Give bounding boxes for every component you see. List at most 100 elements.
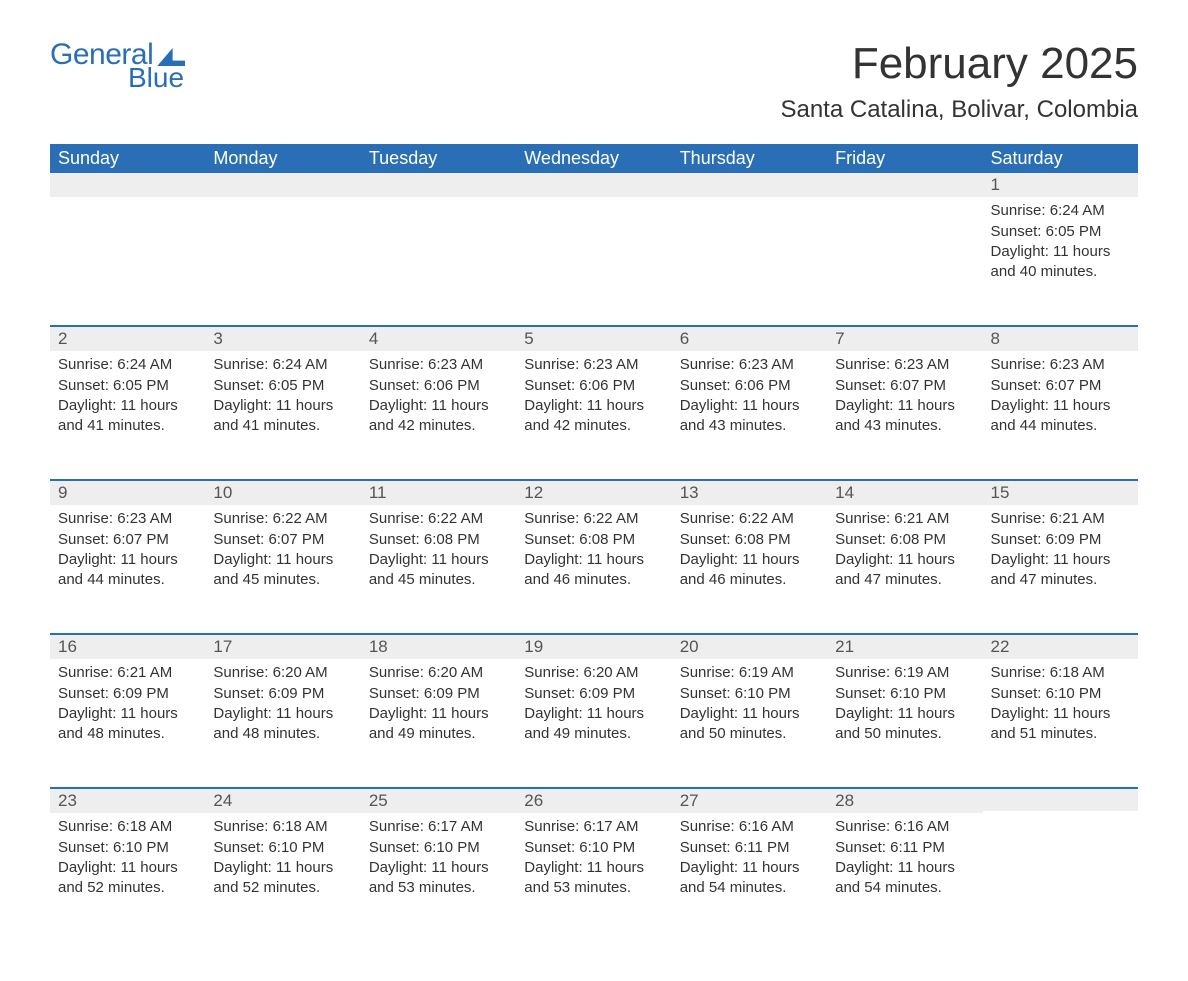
page-title: February 2025 <box>780 40 1138 88</box>
calendar-cell-empty <box>827 173 982 197</box>
day-info: Sunrise: 6:22 AMSunset: 6:07 PMDaylight:… <box>205 505 360 606</box>
day-info: Sunrise: 6:23 AMSunset: 6:06 PMDaylight:… <box>516 351 671 452</box>
day-info: Sunrise: 6:24 AMSunset: 6:05 PMDaylight:… <box>983 197 1138 298</box>
sunrise-text: Sunrise: 6:18 AM <box>991 663 1130 683</box>
calendar-cell-num: 5 <box>516 325 671 351</box>
calendar-cell-num: 21 <box>827 633 982 659</box>
calendar-cell-num: 10 <box>205 479 360 505</box>
sunrise-text: Sunrise: 6:17 AM <box>369 817 508 837</box>
calendar-cell-empty <box>516 197 671 325</box>
daylight-text: Daylight: 11 hours and 54 minutes. <box>835 858 974 899</box>
daylight-text: Daylight: 11 hours and 49 minutes. <box>524 704 663 745</box>
empty-day-strip <box>205 173 360 197</box>
sunrise-text: Sunrise: 6:22 AM <box>680 509 819 529</box>
calendar-cell-empty <box>827 197 982 325</box>
logo-flag-icon <box>157 48 185 66</box>
calendar-cell-empty <box>50 173 205 197</box>
day-info: Sunrise: 6:18 AMSunset: 6:10 PMDaylight:… <box>983 659 1138 760</box>
calendar-cell-empty <box>983 787 1138 813</box>
sunset-text: Sunset: 6:07 PM <box>213 530 352 550</box>
sunset-text: Sunset: 6:10 PM <box>835 684 974 704</box>
header: General Blue February 2025 Santa Catalin… <box>50 40 1138 124</box>
day-info: Sunrise: 6:20 AMSunset: 6:09 PMDaylight:… <box>516 659 671 760</box>
daylight-text: Daylight: 11 hours and 41 minutes. <box>58 396 197 437</box>
calendar-cell-body: Sunrise: 6:22 AMSunset: 6:08 PMDaylight:… <box>516 505 671 633</box>
day-number: 11 <box>361 479 516 505</box>
daylight-text: Daylight: 11 hours and 52 minutes. <box>58 858 197 899</box>
day-info: Sunrise: 6:24 AMSunset: 6:05 PMDaylight:… <box>50 351 205 452</box>
sunset-text: Sunset: 6:08 PM <box>835 530 974 550</box>
calendar-cell-num: 6 <box>672 325 827 351</box>
calendar-cell-empty <box>50 197 205 325</box>
calendar-cell-body: Sunrise: 6:23 AMSunset: 6:06 PMDaylight:… <box>361 351 516 479</box>
sunrise-text: Sunrise: 6:20 AM <box>369 663 508 683</box>
day-number: 26 <box>516 787 671 813</box>
day-number: 10 <box>205 479 360 505</box>
calendar-cell-body: Sunrise: 6:18 AMSunset: 6:10 PMDaylight:… <box>50 813 205 941</box>
day-number: 20 <box>672 633 827 659</box>
day-number: 3 <box>205 325 360 351</box>
sunset-text: Sunset: 6:05 PM <box>213 376 352 396</box>
day-number: 16 <box>50 633 205 659</box>
calendar-cell-empty <box>361 173 516 197</box>
day-info: Sunrise: 6:23 AMSunset: 6:06 PMDaylight:… <box>361 351 516 452</box>
sunset-text: Sunset: 6:11 PM <box>835 838 974 858</box>
calendar-cell-num: 8 <box>983 325 1138 351</box>
calendar-cell-body: Sunrise: 6:23 AMSunset: 6:06 PMDaylight:… <box>672 351 827 479</box>
day-info: Sunrise: 6:23 AMSunset: 6:07 PMDaylight:… <box>50 505 205 606</box>
calendar-cell-num: 17 <box>205 633 360 659</box>
sunrise-text: Sunrise: 6:24 AM <box>213 355 352 375</box>
sunrise-text: Sunrise: 6:18 AM <box>58 817 197 837</box>
day-info: Sunrise: 6:23 AMSunset: 6:06 PMDaylight:… <box>672 351 827 452</box>
weekday-header: Sunday <box>50 144 205 173</box>
empty-day-strip <box>672 173 827 197</box>
day-info: Sunrise: 6:18 AMSunset: 6:10 PMDaylight:… <box>205 813 360 914</box>
calendar-cell-body: Sunrise: 6:21 AMSunset: 6:09 PMDaylight:… <box>983 505 1138 633</box>
sunrise-text: Sunrise: 6:23 AM <box>369 355 508 375</box>
calendar-cell-body: Sunrise: 6:19 AMSunset: 6:10 PMDaylight:… <box>672 659 827 787</box>
sunrise-text: Sunrise: 6:19 AM <box>835 663 974 683</box>
sunset-text: Sunset: 6:09 PM <box>991 530 1130 550</box>
sunrise-text: Sunrise: 6:16 AM <box>835 817 974 837</box>
daylight-text: Daylight: 11 hours and 46 minutes. <box>680 550 819 591</box>
sunrise-text: Sunrise: 6:17 AM <box>524 817 663 837</box>
sunset-text: Sunset: 6:05 PM <box>991 222 1130 242</box>
calendar-cell-empty <box>983 813 1138 941</box>
calendar-cell-num: 2 <box>50 325 205 351</box>
calendar-cell-body: Sunrise: 6:17 AMSunset: 6:10 PMDaylight:… <box>361 813 516 941</box>
daylight-text: Daylight: 11 hours and 48 minutes. <box>213 704 352 745</box>
day-info: Sunrise: 6:17 AMSunset: 6:10 PMDaylight:… <box>361 813 516 914</box>
day-number: 5 <box>516 325 671 351</box>
daylight-text: Daylight: 11 hours and 50 minutes. <box>680 704 819 745</box>
calendar-cell-body: Sunrise: 6:20 AMSunset: 6:09 PMDaylight:… <box>516 659 671 787</box>
sunrise-text: Sunrise: 6:20 AM <box>524 663 663 683</box>
daylight-text: Daylight: 11 hours and 45 minutes. <box>369 550 508 591</box>
sunrise-text: Sunrise: 6:23 AM <box>991 355 1130 375</box>
daylight-text: Daylight: 11 hours and 41 minutes. <box>213 396 352 437</box>
day-number: 19 <box>516 633 671 659</box>
calendar-cell-num: 13 <box>672 479 827 505</box>
logo-word-2: Blue <box>128 64 184 92</box>
daylight-text: Daylight: 11 hours and 44 minutes. <box>991 396 1130 437</box>
daylight-text: Daylight: 11 hours and 45 minutes. <box>213 550 352 591</box>
location-subtitle: Santa Catalina, Bolivar, Colombia <box>780 96 1138 124</box>
daylight-text: Daylight: 11 hours and 42 minutes. <box>369 396 508 437</box>
empty-day-strip <box>516 173 671 197</box>
calendar-cell-empty <box>361 197 516 325</box>
daylight-text: Daylight: 11 hours and 40 minutes. <box>991 242 1130 283</box>
sunset-text: Sunset: 6:07 PM <box>58 530 197 550</box>
calendar-table: SundayMondayTuesdayWednesdayThursdayFrid… <box>50 144 1138 941</box>
sunset-text: Sunset: 6:08 PM <box>369 530 508 550</box>
day-info: Sunrise: 6:23 AMSunset: 6:07 PMDaylight:… <box>983 351 1138 452</box>
day-info: Sunrise: 6:22 AMSunset: 6:08 PMDaylight:… <box>672 505 827 606</box>
day-info: Sunrise: 6:19 AMSunset: 6:10 PMDaylight:… <box>672 659 827 760</box>
day-number: 23 <box>50 787 205 813</box>
day-info: Sunrise: 6:20 AMSunset: 6:09 PMDaylight:… <box>361 659 516 760</box>
day-info: Sunrise: 6:19 AMSunset: 6:10 PMDaylight:… <box>827 659 982 760</box>
sunrise-text: Sunrise: 6:23 AM <box>680 355 819 375</box>
calendar-cell-body: Sunrise: 6:19 AMSunset: 6:10 PMDaylight:… <box>827 659 982 787</box>
sunset-text: Sunset: 6:06 PM <box>524 376 663 396</box>
sunset-text: Sunset: 6:10 PM <box>991 684 1130 704</box>
logo: General Blue <box>50 40 185 92</box>
daylight-text: Daylight: 11 hours and 47 minutes. <box>835 550 974 591</box>
